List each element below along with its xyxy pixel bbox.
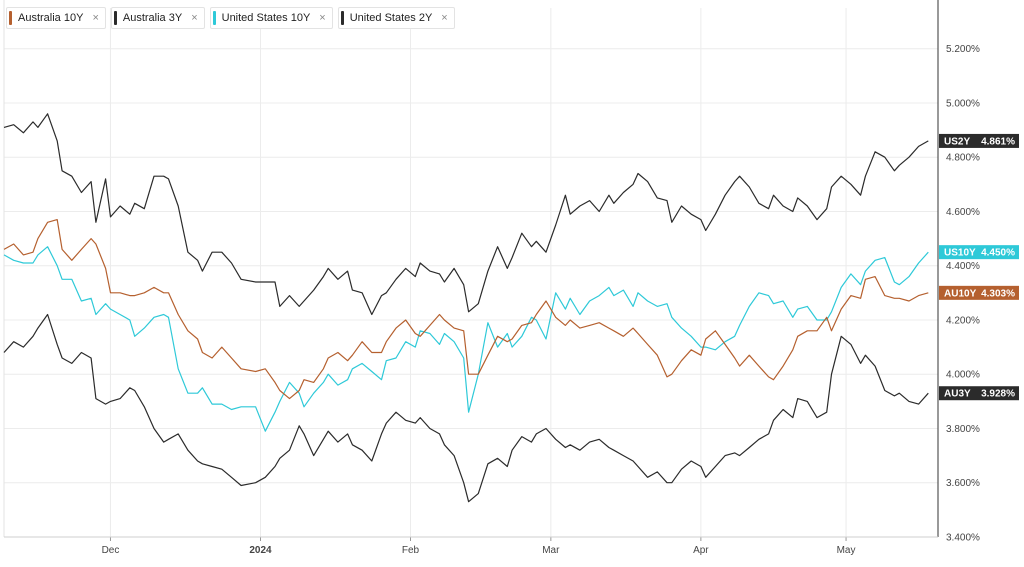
close-icon[interactable]: × — [92, 12, 99, 24]
x-axis: Dec 2024 Feb Mar Apr May — [4, 536, 938, 556]
last-value-badges: US2Y 4.861% US10Y 4.450% AU10Y 4.303% AU3Y 3.92… — [939, 133, 1019, 401]
close-icon[interactable]: × — [191, 12, 198, 24]
legend-chip-australia-3y[interactable]: Australia 3Y × — [110, 7, 205, 29]
legend-chip-australia-10y[interactable]: Australia 10Y × — [6, 7, 106, 29]
badge-bg-united-states-2y — [939, 133, 1019, 148]
close-icon[interactable]: × — [319, 12, 326, 24]
badge-code-united-states-10y: US10Y — [944, 248, 976, 259]
badge-value-australia-10y: 4.303% — [981, 288, 1015, 299]
legend: Australia 10Y × Australia 3Y × United St… — [6, 7, 455, 29]
badge-code-australia-10y: AU10Y — [944, 288, 977, 299]
badge-bg-australia-10y — [939, 285, 1019, 300]
y-tick-label: 4.800% — [946, 153, 980, 164]
legend-label: United States 10Y — [221, 12, 311, 24]
badge-code-australia-3y: AU3Y — [944, 389, 971, 400]
badge-bg-united-states-10y — [939, 245, 1019, 260]
series-color-swatch — [340, 11, 344, 25]
x-tick-label: Mar — [542, 545, 560, 556]
series-line-united-states-10y — [3, 246, 929, 432]
legend-chip-united-states-2y[interactable]: United States 2Y × — [337, 7, 455, 29]
series-line-australia-10y — [3, 219, 929, 400]
x-tick-label: 2024 — [249, 545, 272, 556]
series-color-swatch — [113, 11, 117, 25]
series-color-swatch — [212, 11, 216, 25]
badge-value-australia-3y: 3.928% — [981, 389, 1015, 400]
badge-bg-australia-3y — [939, 386, 1019, 401]
series-color-swatch — [9, 11, 12, 25]
y-tick-label: 4.000% — [946, 370, 980, 381]
y-tick-label: 4.400% — [946, 261, 980, 272]
y-tick-label: 3.600% — [946, 478, 980, 489]
y-axis: 5.200% 5.000% 4.800% 4.600% 4.400% 4.200% 4.00… — [937, 0, 980, 544]
badge-value-united-states-10y: 4.450% — [981, 248, 1015, 259]
legend-label: Australia 10Y — [18, 12, 84, 24]
y-tick-label: 3.800% — [946, 424, 980, 435]
x-tick-label: Dec — [102, 545, 120, 556]
x-tick-label: Apr — [693, 545, 709, 556]
legend-label: Australia 3Y — [122, 12, 183, 24]
x-tick-label: Feb — [402, 545, 420, 556]
badge-code-united-states-2y: US2Y — [944, 136, 970, 147]
grid-lines — [3, 0, 938, 538]
y-tick-label: 5.000% — [946, 98, 980, 109]
y-tick-label: 5.200% — [946, 44, 980, 55]
y-tick-label: 4.600% — [946, 207, 980, 218]
legend-label: United States 2Y — [349, 12, 433, 24]
series-line-united-states-2y — [3, 113, 929, 316]
x-tick-label: May — [837, 545, 856, 556]
plot-area — [3, 113, 929, 503]
series-line-australia-3y — [3, 313, 929, 503]
legend-chip-united-states-10y[interactable]: United States 10Y × — [209, 7, 333, 29]
y-tick-label: 3.400% — [946, 533, 980, 544]
close-icon[interactable]: × — [441, 12, 448, 24]
y-tick-label: 4.200% — [946, 315, 980, 326]
badge-value-united-states-2y: 4.861% — [981, 136, 1015, 147]
